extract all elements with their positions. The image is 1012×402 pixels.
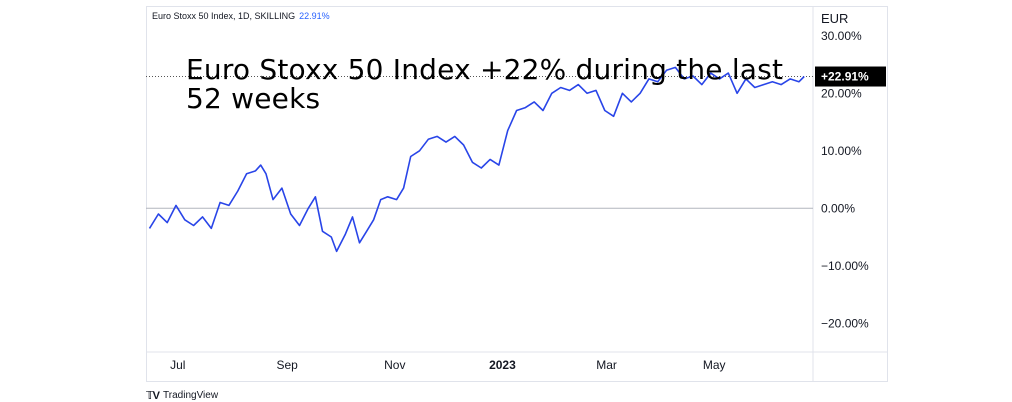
y-tick-label: 20.00%: [821, 86, 862, 100]
last-value-label: +22.91%: [821, 70, 869, 84]
x-tick-label: Sep: [276, 358, 298, 372]
legend-title: Euro Stoxx 50 Index, 1D, SKILLING: [152, 11, 296, 21]
x-tick-label: May: [703, 358, 726, 372]
x-tick-label: Mar: [596, 358, 617, 372]
y-tick-label: −10.00%: [821, 259, 869, 273]
y-tick-label: 0.00%: [821, 201, 855, 215]
last-value-badge: [815, 66, 886, 87]
tradingview-logo[interactable]: 𝕋V TradingView: [146, 389, 218, 402]
series-line: [148, 66, 805, 253]
tradingview-logo-icon: 𝕋V: [146, 390, 160, 402]
x-tick-label: 2023: [489, 358, 516, 372]
currency-label: EUR: [821, 11, 849, 26]
y-tick-label: 10.00%: [821, 144, 862, 158]
y-tick-label: 30.00%: [821, 29, 862, 43]
y-tick-label: −20.00%: [821, 316, 869, 330]
tradingview-brand-text: TradingView: [163, 390, 219, 401]
x-tick-label: Jul: [170, 358, 185, 372]
x-tick-label: Nov: [384, 358, 405, 372]
chart-legend: Euro Stoxx 50 Index, 1D, SKILLING 22.91%: [152, 11, 330, 21]
chart-headline: Euro Stoxx 50 Index +22% during the last…: [186, 53, 784, 115]
legend-value: 22.91%: [299, 11, 330, 21]
chart-frame: [146, 6, 888, 382]
